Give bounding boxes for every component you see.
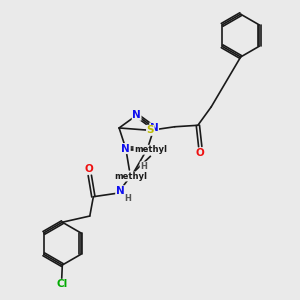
Text: O: O <box>85 164 94 174</box>
Text: H: H <box>125 194 132 203</box>
Text: O: O <box>196 148 205 158</box>
Text: methyl: methyl <box>114 172 147 181</box>
Text: S: S <box>147 125 154 135</box>
Text: N: N <box>116 186 124 196</box>
Text: N: N <box>122 144 130 154</box>
Text: N: N <box>132 110 141 120</box>
Text: N: N <box>150 123 158 133</box>
Text: H: H <box>140 162 147 171</box>
Text: Cl: Cl <box>56 279 67 289</box>
Text: methyl: methyl <box>134 145 167 154</box>
